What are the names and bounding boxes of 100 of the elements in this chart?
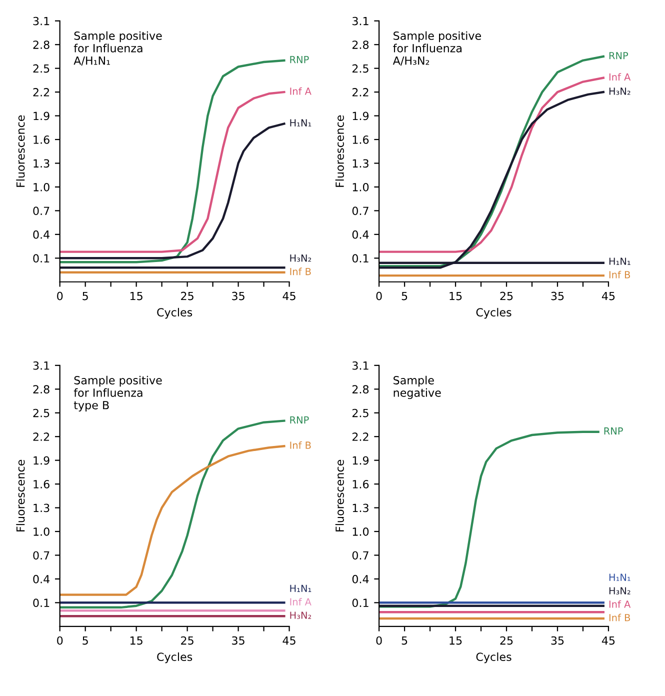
series-label: H₃N₂: [290, 254, 312, 262]
y-tick-label: 3.1: [33, 361, 50, 370]
x-tick-label: 0: [376, 636, 382, 645]
line-series: [60, 90, 286, 253]
x-tick-label: 0: [57, 292, 63, 300]
y-tick-label: 1.3: [34, 159, 50, 168]
y-tick-label: 0.4: [33, 574, 50, 584]
x-tick-label: 5: [402, 636, 408, 645]
y-tick-label: 0.7: [33, 206, 50, 216]
x-tick-label: 25: [500, 636, 513, 645]
x-tick-label: 15: [450, 292, 462, 300]
series-label: H₃N₂: [609, 587, 630, 594]
x-tick-label: 5: [82, 636, 88, 645]
series-label: Inf B: [290, 268, 311, 276]
series-label: H₃N₂: [609, 88, 630, 95]
y-tick-label: 1.6: [352, 480, 369, 488]
y-tick-label: 2.5: [33, 64, 50, 73]
x-axis-title: Cycles: [157, 652, 192, 664]
y-tick-label: 1.3: [34, 504, 50, 512]
y-tick-label: 3.1: [352, 361, 368, 370]
y-tick-label: 2.5: [352, 408, 368, 418]
y-tick-label: 1.9: [352, 456, 369, 465]
y-tick-label: 0.7: [352, 206, 368, 216]
y-tick-label: 2.8: [33, 385, 50, 394]
y-tick-label: 2.8: [352, 385, 369, 394]
series-label: RNP: [604, 427, 623, 435]
y-axis-title: Fluorescence: [335, 460, 344, 532]
y-tick-label: 2.2: [352, 432, 368, 441]
y-axis-title: Fluorescence: [16, 460, 25, 532]
y-tick-label: 2.8: [33, 40, 50, 49]
y-tick-label: 2.5: [352, 64, 368, 73]
x-tick-label: 5: [82, 292, 88, 300]
y-tick-label: 0.1: [352, 598, 368, 608]
series-label: Inf A: [290, 87, 312, 95]
x-tick-label: 0: [57, 636, 63, 645]
line-series: [60, 420, 286, 609]
x-tick-label: 25: [181, 292, 194, 300]
y-axis-title: Fluorescence: [16, 115, 25, 187]
text: Sample positive for Influenza type B: [74, 376, 162, 412]
text: H₁N₁: [609, 574, 630, 581]
x-tick-label: 5: [402, 292, 408, 300]
y-tick-label: 0.1: [33, 598, 50, 608]
y-tick-label: 0.1: [352, 254, 368, 263]
series-label: H₁N₁: [290, 119, 312, 126]
y-tick-label: 0.7: [33, 551, 50, 560]
x-tick-label: 45: [602, 636, 615, 645]
x-tick-label: 15: [130, 292, 142, 300]
y-tick-label: 0.4: [33, 230, 50, 239]
line-series: [60, 122, 286, 260]
y-tick-label: 0.1: [33, 254, 50, 263]
y-tick-label: 1.9: [34, 456, 50, 465]
y-tick-label: 2.2: [33, 88, 50, 96]
y-tick-label: 1.6: [352, 135, 369, 144]
x-tick-label: 35: [551, 636, 564, 645]
x-tick-label: 15: [130, 636, 142, 645]
series-label: H₃N₂: [290, 612, 312, 619]
x-tick-label: 35: [232, 636, 244, 645]
y-tick-label: 0.4: [352, 230, 369, 239]
y-tick-label: 0.4: [352, 574, 369, 584]
x-tick-label: 0: [376, 292, 382, 300]
y-axis-title: Fluorescence: [335, 115, 344, 187]
line-series: [379, 55, 604, 268]
line-series: [60, 444, 286, 596]
x-tick-label: 35: [232, 292, 244, 300]
x-axis-title: Cycles: [476, 308, 512, 319]
y-tick-label: 1.9: [352, 112, 369, 120]
y-tick-label: 1.3: [352, 504, 368, 512]
series-label: H₁N₁: [609, 258, 630, 265]
y-tick-label: 1.6: [34, 480, 50, 488]
y-tick-label: 2.2: [33, 432, 50, 441]
x-tick-label: 25: [500, 292, 513, 300]
series-label: Inf B: [609, 270, 630, 278]
series-label: Inf A: [290, 598, 312, 606]
y-tick-label: 1.0: [34, 182, 50, 192]
series-label: Inf A: [609, 600, 631, 608]
y-tick-label: 0.7: [352, 551, 368, 560]
x-tick-label: 45: [282, 636, 296, 645]
x-axis-title: Cycles: [476, 652, 512, 664]
series-label: Inf B: [290, 441, 311, 449]
x-axis-title: Cycles: [157, 308, 192, 319]
y-tick-label: 1.3: [352, 159, 368, 168]
series-label: RNP: [609, 52, 628, 60]
y-tick-label: 1.9: [34, 112, 50, 120]
x-tick-label: 35: [551, 292, 564, 300]
y-tick-label: 2.8: [352, 40, 369, 49]
x-tick-label: 25: [181, 636, 194, 645]
y-tick-label: 1.0: [352, 527, 369, 536]
text: Sample negative: [394, 376, 441, 400]
y-tick-label: 2.5: [33, 408, 50, 418]
y-tick-label: 1.0: [352, 182, 369, 192]
text: Sample positive for Influenza A/H₁N₁: [74, 31, 162, 66]
y-tick-label: 3.1: [33, 16, 50, 26]
y-tick-label: 1.6: [34, 135, 50, 144]
x-tick-label: 15: [450, 636, 462, 645]
line-series: [379, 90, 604, 269]
line-series: [379, 430, 600, 608]
x-tick-label: 45: [282, 292, 296, 300]
series-label: Inf A: [609, 73, 631, 81]
series-label: RNP: [290, 56, 309, 64]
series-label: Inf B: [609, 614, 630, 622]
